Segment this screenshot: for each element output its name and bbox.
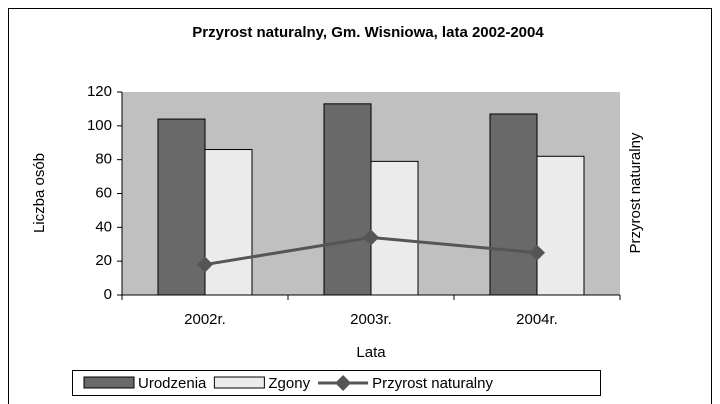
legend-swatch <box>213 376 265 389</box>
legend-label: Zgony <box>268 375 310 392</box>
y-axis-label: Liczba osób <box>31 153 48 233</box>
legend-label: Urodzenia <box>138 375 207 392</box>
bar <box>536 155 585 296</box>
x-tick-label: 2004r. <box>516 311 558 328</box>
x-tick-label: 2003r. <box>350 311 392 328</box>
line-marker <box>197 256 213 273</box>
line-marker <box>529 244 545 261</box>
y-tick-label: 80 <box>95 151 112 168</box>
bar <box>204 149 253 296</box>
bar <box>489 113 538 296</box>
x-axis-label: Lata <box>356 344 386 361</box>
y-tick-label: 0 <box>104 286 112 303</box>
x-tick-label: 2002r. <box>184 311 226 328</box>
chart-title: Przyrost naturalny, Gm. Wisniowa, lata 2… <box>192 24 544 41</box>
y-tick-label: 60 <box>95 184 112 201</box>
legend-marker <box>335 375 352 391</box>
legend-swatch <box>83 376 135 389</box>
y-tick-label: 100 <box>87 117 112 134</box>
legend-label: Przyrost naturalny <box>372 375 493 392</box>
line-marker <box>363 229 379 246</box>
y-tick-label: 120 <box>87 83 112 100</box>
y2-axis-label: Przyrost naturalny <box>627 132 644 253</box>
bar <box>370 160 419 296</box>
bar <box>323 103 372 296</box>
bar <box>157 118 206 296</box>
y-tick-label: 40 <box>95 218 112 235</box>
y-tick-label: 20 <box>95 252 112 269</box>
